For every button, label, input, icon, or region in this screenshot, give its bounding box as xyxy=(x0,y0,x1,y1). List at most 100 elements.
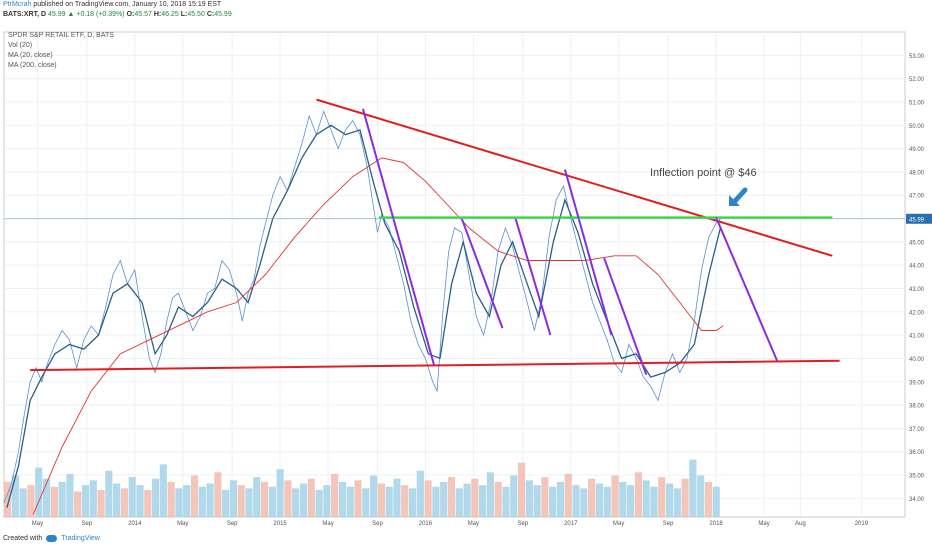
volume-bar xyxy=(673,488,681,517)
symbol-label: BATS:XRT, D xyxy=(3,11,47,18)
x-tick-label: Sep xyxy=(663,521,674,527)
volume-bar xyxy=(370,475,378,517)
volume-bar xyxy=(517,462,526,517)
volume-bar xyxy=(510,475,518,517)
x-tick-label: Sep xyxy=(372,521,383,527)
down-leg-line xyxy=(514,218,552,336)
volume-bar xyxy=(595,483,604,517)
legend-ma200: MA (200, close) xyxy=(8,62,57,69)
open-value: 45.57 xyxy=(134,11,152,18)
volume-bar xyxy=(19,488,27,517)
volume-bar xyxy=(74,491,82,517)
volume-bar xyxy=(260,481,269,517)
volume-bar xyxy=(11,475,19,517)
volume-bar xyxy=(486,472,495,517)
volume-bar xyxy=(222,489,230,517)
y-tick-label: 50.00 xyxy=(909,124,925,130)
volume-bar xyxy=(346,486,354,517)
y-tick-label: 38.00 xyxy=(909,404,925,410)
y-tick-label: 36.00 xyxy=(909,450,925,456)
volume-bar xyxy=(299,483,308,517)
x-tick-label: 2018 xyxy=(709,521,723,527)
legend-vol: Vol (20) xyxy=(8,42,33,49)
volume-bar xyxy=(245,488,253,517)
author-link[interactable]: PtrMcrah xyxy=(3,1,32,8)
high-label: H: xyxy=(153,11,162,18)
arrow-shaft xyxy=(732,187,748,204)
volume-bar xyxy=(292,488,300,517)
volume-bar xyxy=(603,486,611,517)
volume-bar xyxy=(432,486,440,517)
volume-bar xyxy=(634,472,642,517)
price-line xyxy=(3,110,721,504)
volume-bar xyxy=(198,486,206,517)
volume-bar xyxy=(66,473,74,517)
volume-bar xyxy=(268,486,276,517)
down-leg-line xyxy=(603,257,648,376)
volume-bar xyxy=(253,477,261,517)
volume-bar xyxy=(658,477,666,517)
volume-bar xyxy=(237,485,245,517)
volume-bar xyxy=(533,485,541,517)
volume-bar xyxy=(175,488,183,517)
x-tick-label: 2016 xyxy=(419,521,433,527)
volume-bar xyxy=(151,478,160,517)
y-tick-label: 49.00 xyxy=(909,147,925,153)
inflection-annotation: Inflection point @ $46 xyxy=(650,167,757,179)
volume-bar xyxy=(689,459,697,517)
x-tick-label: Aug xyxy=(795,521,806,527)
volume-bar xyxy=(42,478,51,517)
open-label: O: xyxy=(126,11,135,18)
volume-bar xyxy=(136,485,144,517)
publish-header: PtrMcrah published on TradingView.com, J… xyxy=(3,0,221,10)
y-tick-label: 45.00 xyxy=(909,240,925,246)
close-value: 45.99 xyxy=(214,11,232,18)
volume-bar xyxy=(572,485,580,517)
x-tick-label: Sep xyxy=(227,521,238,527)
tradingview-link[interactable]: TradingView xyxy=(61,535,100,542)
y-tick-label: 44.00 xyxy=(909,264,925,270)
volume-bar xyxy=(276,469,284,517)
x-tick-label: May xyxy=(613,521,624,527)
volume-bar xyxy=(35,467,43,517)
volume-bar xyxy=(128,477,136,517)
volume-bar xyxy=(354,480,362,517)
last-price: 45.99 xyxy=(48,11,66,18)
volume-bar xyxy=(619,481,627,517)
volume-bar xyxy=(4,481,12,517)
volume-bar xyxy=(712,486,720,517)
y-tick-label: 47.00 xyxy=(909,194,925,200)
x-tick-label: May xyxy=(468,521,479,527)
y-tick-label: 40.00 xyxy=(909,357,925,363)
volume-bar xyxy=(463,483,471,517)
volume-bar xyxy=(650,486,658,517)
volume-bar xyxy=(401,485,409,517)
volume-bar xyxy=(206,483,214,517)
y-tick-label: 51.00 xyxy=(909,100,925,106)
volume-bar xyxy=(27,485,35,517)
y-tick-label: 43.00 xyxy=(909,287,925,293)
y-tick-label: 53.00 xyxy=(909,54,925,60)
last-price-tag xyxy=(906,213,932,224)
last-price-tag-label: 45.99 xyxy=(909,217,925,223)
volume-bar xyxy=(525,480,533,517)
volume-bar xyxy=(167,481,175,517)
volume-bar xyxy=(455,488,463,517)
volume-bar xyxy=(214,472,222,517)
publish-info: published on TradingView.com, January 10… xyxy=(33,1,222,8)
volume-bar xyxy=(58,481,66,517)
volume-bar xyxy=(97,489,105,517)
created-with-label: Created with xyxy=(3,535,43,542)
down-leg-line xyxy=(460,218,504,329)
y-tick-label: 35.00 xyxy=(909,474,925,480)
y-tick-label: 42.00 xyxy=(909,310,925,316)
down-leg-line xyxy=(715,216,779,362)
low-value: 45.50 xyxy=(187,11,205,18)
x-tick-label: 2014 xyxy=(128,521,142,527)
volume-bar xyxy=(408,488,417,517)
volume-bar xyxy=(541,477,549,517)
volume-bar xyxy=(416,470,424,517)
ma200-line xyxy=(32,157,724,515)
x-tick-label: Sep xyxy=(517,521,528,527)
